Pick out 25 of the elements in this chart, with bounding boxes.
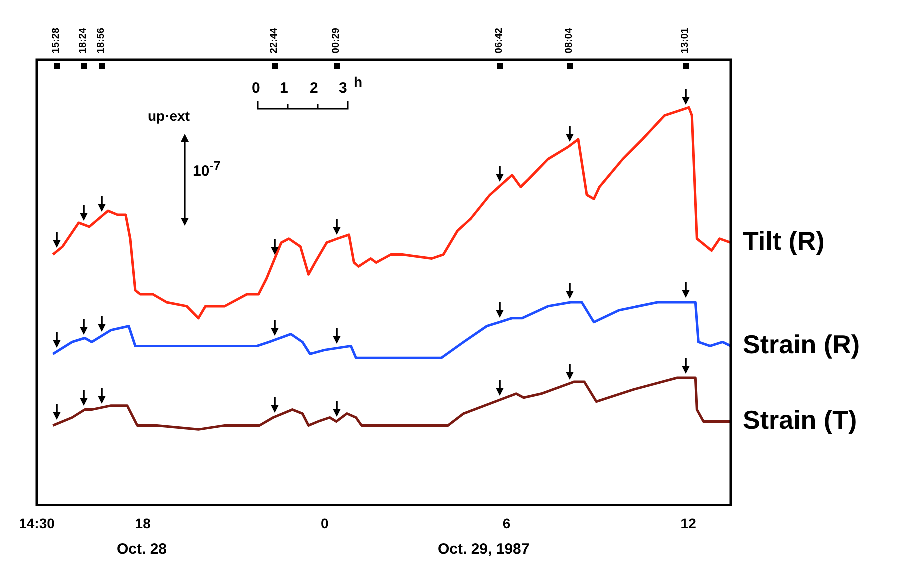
text: h <box>354 74 363 90</box>
text: 00:29 <box>331 28 342 54</box>
annotation: 10$^{-7}$ <box>193 159 221 180</box>
text: 15:28 <box>51 28 62 54</box>
series-label: Tilt (R) <box>743 226 825 256</box>
series-label: Strain (T) <box>743 404 858 435</box>
text: 3 <box>339 80 348 97</box>
text: 1 <box>280 80 288 97</box>
text: 0 <box>252 80 260 97</box>
annotation: up·ext <box>148 108 190 124</box>
text: 13:01 <box>680 28 691 54</box>
x-tick-label: 0 <box>321 515 330 532</box>
x-tick-label: 14:30 <box>19 515 56 532</box>
text: 22:44 <box>269 28 280 54</box>
x-tick-label: 12 <box>680 515 697 532</box>
x-tick-label: 6 <box>502 515 511 532</box>
text: Oct. 29, 1987 <box>438 541 530 558</box>
text: 18:24 <box>78 28 89 54</box>
x-tick-label: 18 <box>135 515 152 532</box>
text: Oct. 28 <box>117 541 168 558</box>
series-label: Strain (R) <box>743 329 860 360</box>
text: 2 <box>310 80 318 97</box>
text: 18:56 <box>96 28 107 54</box>
text: 08:04 <box>564 28 575 54</box>
text: 06:42 <box>494 28 505 54</box>
